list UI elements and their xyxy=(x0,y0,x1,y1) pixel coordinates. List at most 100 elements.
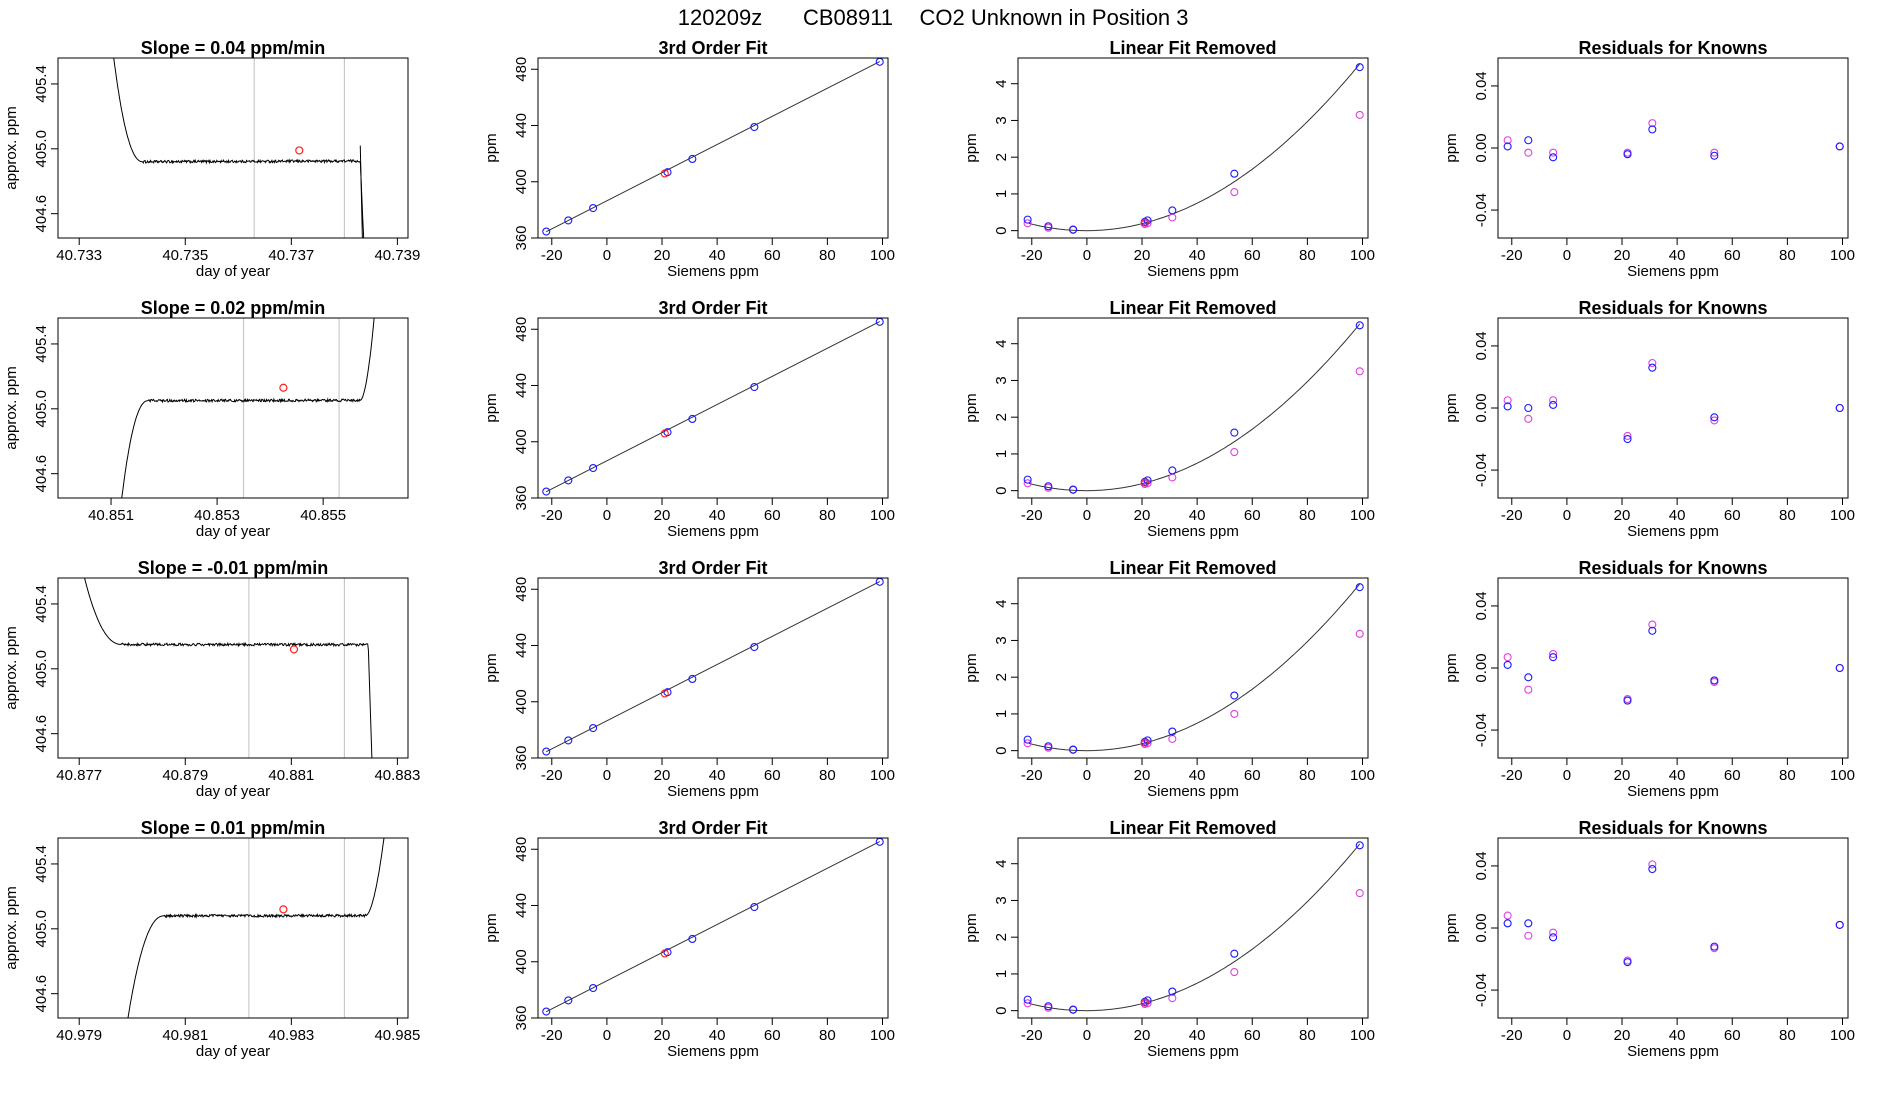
panel-residuals-row1: Residuals for Knowns -20 0 20 40 60 80 100 -0.04… xyxy=(1443,38,1855,280)
x-tick-label: 100 xyxy=(870,1027,895,1044)
blue-point xyxy=(1710,413,1719,422)
x-tick-label: 100 xyxy=(870,767,895,784)
magenta-point xyxy=(1549,148,1558,157)
x-tick-label: 80 xyxy=(1779,1027,1796,1044)
x-tick-label: 0 xyxy=(603,507,611,524)
y-axis-label: ppm xyxy=(963,913,980,942)
blue-point xyxy=(1648,125,1657,134)
plot-area xyxy=(1503,620,1844,705)
x-tick-label: 80 xyxy=(819,767,836,784)
blue-point xyxy=(1168,466,1177,475)
blue-point xyxy=(750,382,759,392)
blue-point xyxy=(1023,735,1032,744)
panel-timeseries-row1: Slope = 0.04 ppm/min 40.733 40.735 40.737 40… xyxy=(3,38,420,280)
y-tick-label: 405.0 xyxy=(33,130,50,168)
blue-point xyxy=(1710,676,1719,685)
x-tick-label: 40 xyxy=(1189,247,1206,264)
x-tick-label: 60 xyxy=(764,507,781,524)
y-tick-label: 404.6 xyxy=(33,975,50,1013)
panel-title: 3rd Order Fit xyxy=(658,38,767,58)
magenta-point xyxy=(1355,889,1364,898)
x-tick-label: -20 xyxy=(1501,1027,1523,1044)
panel-title: Linear Fit Removed xyxy=(1109,558,1276,578)
y-tick-label: 0.00 xyxy=(1473,653,1490,682)
x-tick-label: 40 xyxy=(709,247,726,264)
fit-line xyxy=(546,61,880,233)
x-tick-label: 0 xyxy=(1563,767,1571,784)
plot-frame xyxy=(537,317,889,499)
x-tick-label: 100 xyxy=(1350,507,1375,524)
blue-point xyxy=(1143,736,1152,745)
y-tick-label: 1 xyxy=(993,710,1010,718)
x-tick-label: 100 xyxy=(1830,247,1855,264)
magenta-point xyxy=(1230,709,1239,718)
x-tick-label: 40.855 xyxy=(300,507,346,524)
x-tick-label: 80 xyxy=(1299,1027,1316,1044)
panel-title: Linear Fit Removed xyxy=(1109,298,1276,318)
y-tick-label: 3 xyxy=(993,896,1010,904)
plot-frame xyxy=(1497,837,1849,1019)
blue-point xyxy=(564,216,573,225)
blue-point xyxy=(1168,727,1177,736)
plot-frame xyxy=(57,317,409,499)
y-tick-label: 3 xyxy=(993,636,1010,644)
magenta-point xyxy=(1230,188,1239,197)
blue-point xyxy=(1143,216,1152,225)
timeseries-line xyxy=(113,58,365,238)
x-tick-label: -20 xyxy=(1021,247,1043,264)
magenta-point xyxy=(1230,448,1239,457)
x-tick-label: 40 xyxy=(1189,767,1206,784)
y-axis-label: ppm xyxy=(963,393,980,422)
x-axis-label: day of year xyxy=(196,263,270,280)
panel-linear_removed-row2: Linear Fit Removed -20 0 20 40 60 80 100 0 1 2 3 4 Si… xyxy=(963,298,1375,540)
fit-curve xyxy=(1028,583,1361,752)
x-tick-label: 60 xyxy=(1724,1027,1741,1044)
blue-point xyxy=(1648,626,1657,635)
blue-point xyxy=(1230,428,1239,437)
y-tick-label: 4 xyxy=(993,80,1010,88)
x-tick-label: 60 xyxy=(1724,247,1741,264)
magenta-point xyxy=(1524,931,1533,940)
x-tick-label: -20 xyxy=(1501,247,1523,264)
y-tick-label: 405.4 xyxy=(33,585,50,623)
y-tick-label: 0.04 xyxy=(1473,591,1490,620)
y-tick-label: 405.0 xyxy=(33,650,50,688)
x-tick-label: 100 xyxy=(1350,247,1375,264)
y-tick-label: 0 xyxy=(993,486,1010,494)
panel-title: Slope = 0.02 ppm/min xyxy=(141,298,326,318)
magenta-point xyxy=(1623,431,1632,440)
x-axis-label: Siemens ppm xyxy=(667,523,759,540)
x-tick-label: 20 xyxy=(1614,1027,1631,1044)
figure-title: 120209z CB08911 CO2 Unknown in Position … xyxy=(678,5,1189,30)
blue-point xyxy=(1168,206,1177,215)
x-tick-label: 60 xyxy=(1724,767,1741,784)
x-axis-label: Siemens ppm xyxy=(1147,1043,1239,1060)
x-axis-label: Siemens ppm xyxy=(667,1043,759,1060)
x-tick-label: 20 xyxy=(1134,1027,1151,1044)
blue-point xyxy=(688,154,697,164)
x-tick-label: -20 xyxy=(541,507,563,524)
blue-point xyxy=(589,723,598,733)
x-tick-label: 80 xyxy=(1299,507,1316,524)
blue-point xyxy=(1023,215,1032,224)
panel-title: Slope = 0.04 ppm/min xyxy=(141,38,326,58)
blue-point xyxy=(1623,696,1632,705)
blue-point xyxy=(1524,919,1533,928)
x-tick-label: 40.981 xyxy=(162,1027,208,1044)
y-axis-label: ppm xyxy=(1443,653,1460,682)
timeseries-line xyxy=(127,838,385,1018)
x-axis-label: day of year xyxy=(196,783,270,800)
blue-point xyxy=(1044,1002,1053,1011)
y-tick-label: 440 xyxy=(513,893,530,918)
x-tick-label: 20 xyxy=(1134,507,1151,524)
red-point xyxy=(660,689,669,698)
blue-point xyxy=(1710,151,1719,160)
x-axis-label: Siemens ppm xyxy=(1147,523,1239,540)
red-point xyxy=(1140,478,1149,487)
y-tick-label: 360 xyxy=(513,745,530,770)
blue-point xyxy=(1355,583,1364,592)
timeseries-spike xyxy=(359,145,363,238)
panel-title: Linear Fit Removed xyxy=(1109,38,1276,58)
x-tick-label: 0 xyxy=(603,1027,611,1044)
panel-residuals-row4: Residuals for Knowns -20 0 20 40 60 80 100 -0.04… xyxy=(1443,818,1855,1060)
